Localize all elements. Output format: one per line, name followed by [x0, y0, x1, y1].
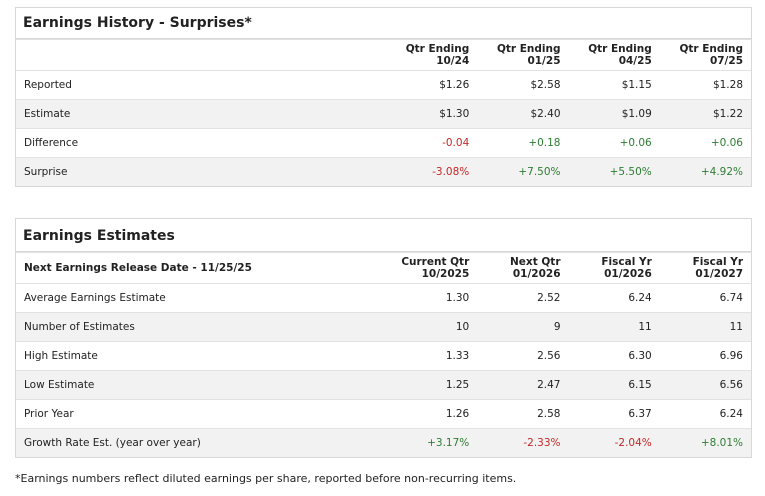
cell-value: 1.26	[386, 399, 478, 429]
row-label: Prior Year	[16, 399, 386, 429]
header-line: Qtr Ending	[679, 43, 743, 55]
cell-value: 2.58	[477, 399, 569, 429]
cell-value: -2.04%	[568, 428, 660, 457]
column-header: Fiscal Yr 01/2026	[568, 252, 660, 284]
cell-value: 1.25	[386, 370, 478, 400]
cell-value: +0.18	[477, 128, 569, 158]
column-header: Fiscal Yr 01/2027	[659, 252, 751, 284]
column-header: Next Qtr 01/2026	[477, 252, 569, 284]
header-line: Qtr Ending	[588, 43, 652, 55]
cell-value: 11	[659, 312, 751, 342]
row-label: Difference	[16, 128, 386, 158]
header-line: Fiscal Yr	[692, 256, 743, 268]
cell-value: 9	[477, 312, 569, 342]
header-line: 07/25	[709, 55, 743, 67]
data-table: Next Earnings Release Date - 11/25/25 Cur…	[16, 252, 751, 457]
cell-value: 6.74	[659, 283, 751, 313]
panel-title: Earnings Estimates	[16, 219, 751, 252]
header-line: 01/2026	[604, 268, 652, 280]
data-row: Difference -0.04 +0.18 +0.06 +0.06	[16, 128, 751, 158]
data-table: Qtr Ending 10/24 Qtr Ending 01/25 Qtr Ending…	[16, 39, 751, 186]
header-row: Next Earnings Release Date - 11/25/25 Cur…	[16, 252, 751, 284]
data-row: Reported $1.26 $2.58 $1.15 $1.28	[16, 70, 751, 100]
header-line: Next Qtr	[510, 256, 561, 268]
cell-value: +8.01%	[659, 428, 751, 457]
cell-value: +0.06	[659, 128, 751, 158]
column-header: Qtr Ending 04/25	[568, 39, 660, 71]
column-header: Qtr Ending 07/25	[659, 39, 751, 71]
data-row: Prior Year 1.26 2.58 6.37 6.24	[16, 399, 751, 429]
data-row: High Estimate 1.33 2.56 6.30 6.96	[16, 341, 751, 371]
cell-value: -0.04	[386, 128, 478, 158]
cell-value: 6.24	[659, 399, 751, 429]
cell-value: 2.56	[477, 341, 569, 371]
cell-value: $1.09	[568, 99, 660, 129]
header-line: 10/2025	[421, 268, 470, 280]
header-label: Next Earnings Release Date - 11/25/25	[16, 252, 386, 284]
header-line: 01/2026	[512, 268, 561, 280]
cell-value: +3.17%	[386, 428, 478, 457]
cell-value: +4.92%	[659, 157, 751, 186]
cell-value: $2.58	[477, 70, 569, 100]
row-label: Growth Rate Est. (year over year)	[16, 428, 386, 457]
data-row: Number of Estimates 10 9 11 11	[16, 312, 751, 342]
cell-value: 6.24	[568, 283, 660, 313]
column-header: Qtr Ending 10/24	[386, 39, 478, 71]
data-row: Estimate $1.30 $2.40 $1.09 $1.22	[16, 99, 751, 129]
estimates-panel: Earnings Estimates Next Earnings Release…	[15, 218, 752, 458]
surprises-panel: Earnings History - Surprises* Qtr Ending…	[15, 7, 752, 187]
cell-value: -3.08%	[386, 157, 478, 186]
cell-value: +5.50%	[568, 157, 660, 186]
row-label: Reported	[16, 70, 386, 100]
column-header: Qtr Ending 01/25	[477, 39, 569, 71]
data-row: Growth Rate Est. (year over year) +3.17% -…	[16, 428, 751, 457]
cell-value: 6.37	[568, 399, 660, 429]
cell-value: 1.33	[386, 341, 478, 371]
cell-value: 6.30	[568, 341, 660, 371]
row-label: Surprise	[16, 157, 386, 186]
panel-title: Earnings History - Surprises*	[16, 8, 751, 39]
header-line: Qtr Ending	[496, 43, 561, 55]
cell-value: 2.47	[477, 370, 569, 400]
cell-value: $1.28	[659, 70, 751, 100]
cell-value: $1.22	[659, 99, 751, 129]
header-line: 01/2027	[695, 268, 743, 280]
cell-value: $2.40	[477, 99, 569, 129]
cell-value: 11	[568, 312, 660, 342]
header-line: 04/25	[618, 55, 652, 67]
cell-value: $1.30	[386, 99, 478, 129]
data-row: Surprise -3.08% +7.50% +5.50% +4.92%	[16, 157, 751, 186]
data-row: Low Estimate 1.25 2.47 6.15 6.56	[16, 370, 751, 400]
cell-value: 6.15	[568, 370, 660, 400]
header-line: 10/24	[436, 55, 470, 67]
column-header: Current Qtr 10/2025	[386, 252, 478, 284]
cell-value: 10	[386, 312, 478, 342]
header-line: Qtr Ending	[405, 43, 470, 55]
footnote: *Earnings numbers reflect diluted earnin…	[15, 472, 517, 485]
cell-value: $1.26	[386, 70, 478, 100]
row-label: Average Earnings Estimate	[16, 283, 386, 313]
row-label: Number of Estimates	[16, 312, 386, 342]
cell-value: 2.52	[477, 283, 569, 313]
header-line: 01/25	[527, 55, 561, 67]
header-label	[16, 39, 386, 71]
row-label: Low Estimate	[16, 370, 386, 400]
cell-value: +0.06	[568, 128, 660, 158]
cell-value: 6.56	[659, 370, 751, 400]
cell-value: +7.50%	[477, 157, 569, 186]
row-label: High Estimate	[16, 341, 386, 371]
header-line: Current Qtr	[401, 256, 470, 268]
row-label: Estimate	[16, 99, 386, 129]
cell-value: 1.30	[386, 283, 478, 313]
cell-value: 6.96	[659, 341, 751, 371]
cell-value: $1.15	[568, 70, 660, 100]
header-row: Qtr Ending 10/24 Qtr Ending 01/25 Qtr Ending…	[16, 39, 751, 71]
data-row: Average Earnings Estimate 1.30 2.52 6.24 6.7…	[16, 283, 751, 313]
cell-value: -2.33%	[477, 428, 569, 457]
header-line: Fiscal Yr	[601, 256, 652, 268]
